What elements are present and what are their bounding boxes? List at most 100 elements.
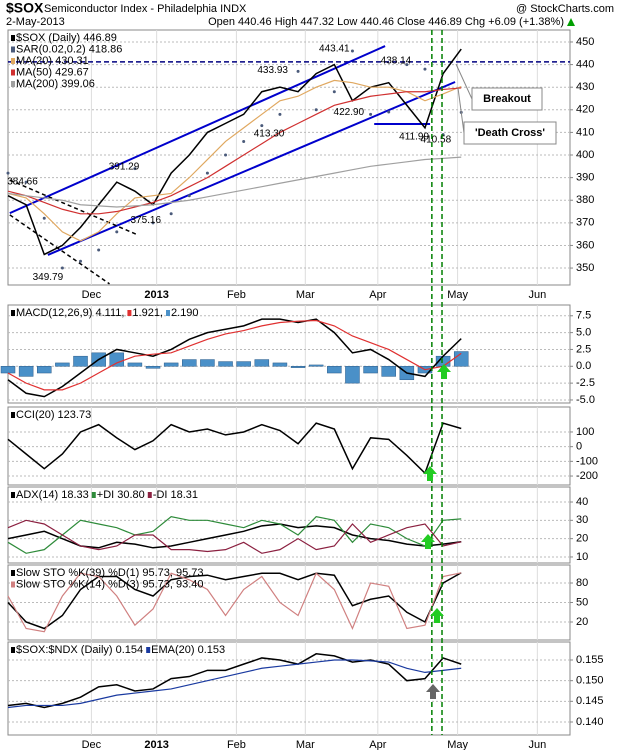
callout-box <box>471 87 543 111</box>
y-tick-label: 430 <box>576 81 594 93</box>
x-tick-label: Feb <box>227 289 246 301</box>
sar-dot <box>79 259 83 263</box>
x-tick-label: Jun <box>528 289 546 301</box>
histogram-bar <box>272 362 288 367</box>
sar-dot <box>97 248 101 252</box>
y-tick-label: 0.0 <box>576 360 591 372</box>
up-icon <box>567 18 575 26</box>
legend-swatch <box>146 647 151 653</box>
y-tick-label: 0.150 <box>576 675 604 687</box>
sar-dot <box>6 171 10 175</box>
signal-arrow <box>430 608 444 623</box>
series-line <box>7 572 462 630</box>
y-tick-label: 100 <box>576 426 594 438</box>
series-line <box>7 653 462 709</box>
series-line <box>7 156 462 208</box>
y-tick-label: 20 <box>576 616 588 628</box>
legend-swatch <box>91 492 96 498</box>
y-tick-label: 400 <box>576 149 594 161</box>
panel-frame <box>7 641 571 736</box>
histogram-bar <box>127 362 143 367</box>
y-tick-label: 5.0 <box>576 327 591 339</box>
y-tick-label: -200 <box>576 470 598 482</box>
histogram-bar <box>109 352 125 367</box>
series-line <box>7 422 462 475</box>
series-line <box>7 48 462 256</box>
histogram-bar <box>182 359 197 367</box>
legend-swatch <box>11 69 15 76</box>
legend-entry: ADX(14) 18.33 <box>16 489 89 501</box>
legend-entry: $SOX:$NDX (Daily) 0.154 <box>16 644 143 656</box>
y-tick-label: -2.5 <box>576 377 595 389</box>
histogram-bar <box>327 366 342 374</box>
histogram-bar <box>218 361 233 367</box>
symbol: $SOX <box>6 0 44 16</box>
signal-arrow <box>437 364 451 379</box>
trend-line <box>9 214 110 285</box>
x-tick-label: Feb <box>227 739 246 750</box>
y-tick-label: 370 <box>576 217 594 229</box>
legend-entry: 2.190 <box>171 307 199 319</box>
legend-swatch <box>147 492 152 498</box>
y-tick-label: -100 <box>576 455 598 467</box>
legend-entry: CCI(20) 123.73 <box>16 409 91 421</box>
y-tick-label: 20 <box>576 533 588 545</box>
legend-swatch <box>11 310 15 316</box>
y-tick-label: 30 <box>576 514 588 526</box>
price-label: 384.66 <box>7 176 38 187</box>
legend-entry: EMA(20) 0.153 <box>151 644 225 656</box>
y-tick-label: 0.145 <box>576 695 604 707</box>
price-label: 422.90 <box>334 107 365 118</box>
panel-frame <box>7 29 571 286</box>
series-line <box>7 519 462 554</box>
price-label: 413.30 <box>254 129 285 140</box>
sar-dot <box>242 139 246 143</box>
price-label: 443.41 <box>319 44 350 55</box>
series-line <box>7 318 462 398</box>
trend-line <box>9 45 386 215</box>
sar-dot <box>115 230 119 234</box>
y-tick-label: 7.5 <box>576 310 591 322</box>
x-tick-label: May <box>447 289 468 301</box>
y-tick-label: 2.5 <box>576 343 591 355</box>
histogram-bar <box>163 362 179 367</box>
series-line <box>7 659 462 709</box>
date: 2-May-2013 <box>6 16 65 28</box>
series-line <box>7 87 462 215</box>
legend-swatch <box>11 35 15 41</box>
sar-dot <box>314 108 318 112</box>
sar-dot <box>205 171 209 175</box>
x-tick-label: 2013 <box>144 289 168 301</box>
legend-entry: $SOX (Daily) 446.89 <box>16 32 117 44</box>
trend-line <box>9 179 139 236</box>
sar-dot <box>369 112 373 116</box>
legend-entry: MA(200) 399.06 <box>16 78 95 90</box>
legend-swatch <box>11 81 15 87</box>
histogram-bar <box>236 361 251 367</box>
panel-frame <box>7 406 571 486</box>
histogram-bar <box>55 362 70 367</box>
x-tick-label: Mar <box>296 289 315 301</box>
y-tick-label: 50 <box>576 596 588 608</box>
legend-entry: Slow STO %K(39) %D(1) 95.73, 95.73 <box>16 567 204 579</box>
y-tick-label: 350 <box>576 262 594 274</box>
y-tick-label: 10 <box>576 551 588 563</box>
y-tick-label: 390 <box>576 172 594 184</box>
sar-dot <box>350 49 354 53</box>
legend-swatch <box>11 46 15 53</box>
legend-entry: 1.921, <box>132 307 163 319</box>
sar-dot <box>278 112 282 116</box>
y-tick-label: 450 <box>576 36 594 48</box>
sar-dot <box>151 221 155 225</box>
y-tick-label: 0.140 <box>576 716 604 728</box>
legend-entry: +DI 30.80 <box>97 489 145 501</box>
signal-arrow <box>423 466 437 481</box>
callout-arrow <box>457 87 465 134</box>
series-line <box>7 572 462 633</box>
histogram-bar <box>0 366 16 374</box>
histogram-bar <box>290 366 306 368</box>
series-line <box>7 319 462 391</box>
quote: Open 440.46 High 447.32 Low 440.46 Close… <box>208 16 564 28</box>
histogram-bar <box>308 364 324 367</box>
x-tick-label: Mar <box>296 739 315 750</box>
